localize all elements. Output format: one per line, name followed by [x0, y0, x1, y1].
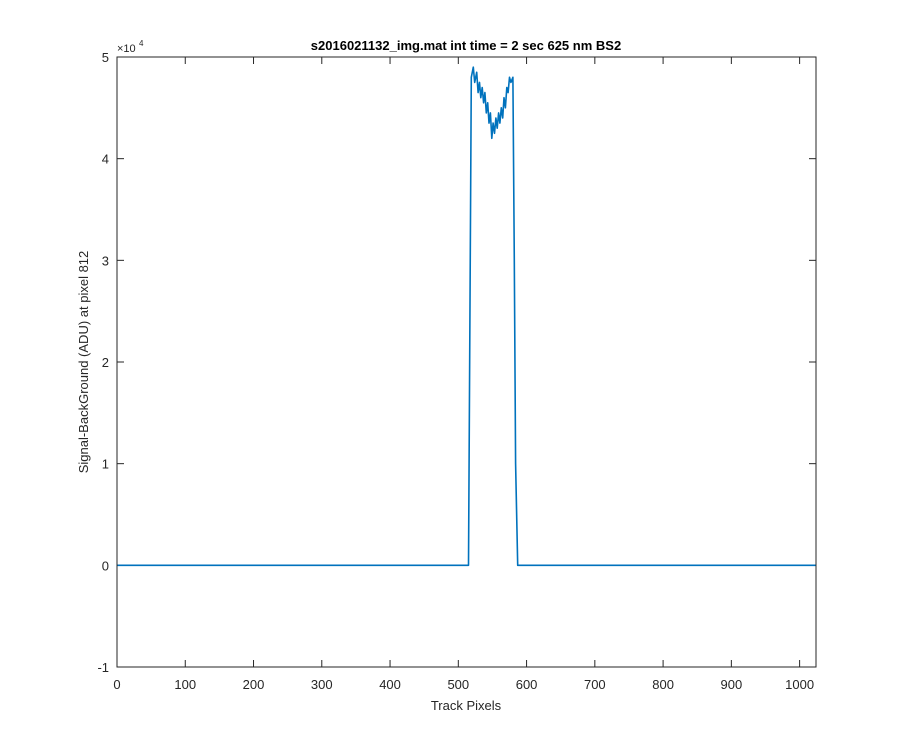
y-tick-label: 1 — [102, 457, 109, 472]
x-tick-label: 500 — [447, 677, 469, 692]
axes-box — [116, 56, 817, 668]
x-tick-label: 900 — [721, 677, 743, 692]
y-tick-label: 5 — [102, 50, 109, 65]
y-tick-label: 0 — [102, 558, 109, 573]
x-tick-label: 700 — [584, 677, 606, 692]
x-axis-label: Track Pixels — [431, 698, 502, 713]
y-tick-label: 4 — [102, 152, 109, 167]
y-exponent-power: 4 — [139, 39, 144, 48]
plot-area — [117, 57, 816, 667]
y-tick-label: 3 — [102, 253, 109, 268]
x-axis-ticks: 0 100 200 300 400 500 600 700 800 900 1000 — [113, 57, 814, 692]
x-tick-label: 200 — [243, 677, 265, 692]
x-tick-label: 600 — [516, 677, 538, 692]
y-axis-label: Signal-BackGround (ADU) at pixel 812 — [76, 251, 91, 474]
x-tick-label: 800 — [652, 677, 674, 692]
x-tick-label: 400 — [379, 677, 401, 692]
y-tick-label: 2 — [102, 355, 109, 370]
x-tick-label: 1000 — [785, 677, 814, 692]
y-tick-label: -1 — [97, 660, 109, 675]
y-exponent-base: ×10 — [117, 43, 136, 55]
y-exponent-label: ×10 4 — [117, 39, 144, 55]
x-tick-label: 0 — [113, 677, 120, 692]
series-line — [117, 66, 816, 567]
chart-title: s2016021132_img.mat int time = 2 sec 625… — [311, 38, 621, 53]
x-tick-label: 300 — [311, 677, 333, 692]
x-tick-label: 100 — [174, 677, 196, 692]
